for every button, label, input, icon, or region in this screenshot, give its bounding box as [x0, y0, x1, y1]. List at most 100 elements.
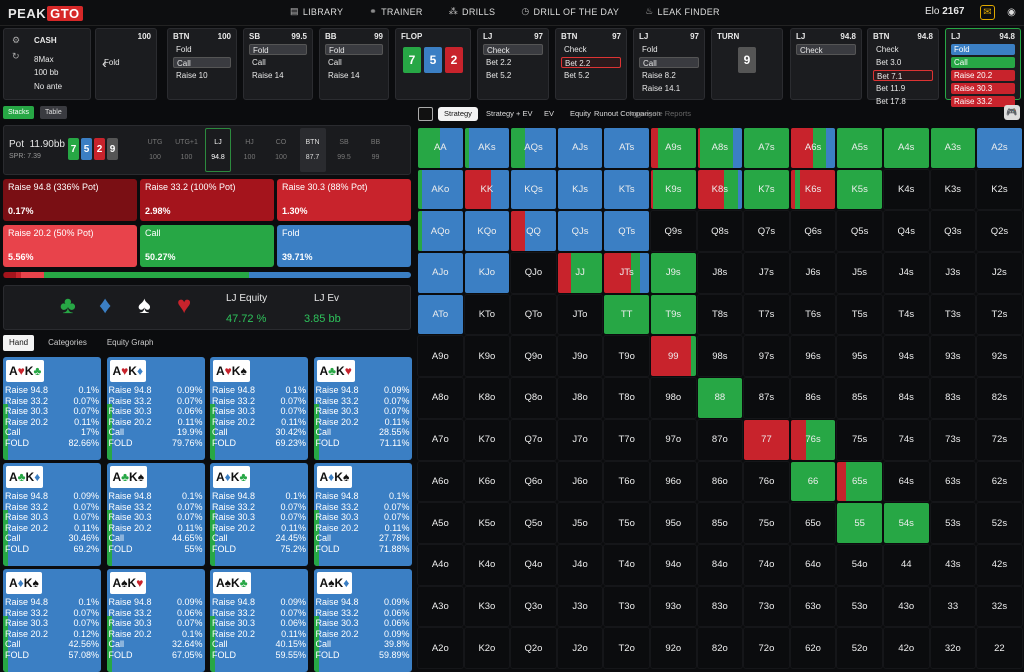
hand-cell[interactable]: A6o	[417, 460, 464, 503]
hand-cell[interactable]: 33	[929, 585, 977, 628]
hand-cell[interactable]: AQo	[417, 210, 464, 253]
street-card-3[interactable]: BB 99 Fold Call Raise 14	[319, 28, 389, 100]
hand-cell[interactable]: 97s	[743, 335, 790, 378]
hand-cell[interactable]: T7o	[603, 418, 650, 461]
action-option[interactable]: Bet 5.2	[486, 71, 512, 80]
hand-cell[interactable]: 94o	[649, 543, 697, 586]
hand-cell[interactable]: 72s	[976, 418, 1023, 461]
hand-cell[interactable]: Q3s	[929, 210, 977, 253]
hand-cell[interactable]: Q5o	[510, 502, 557, 544]
hand-cell[interactable]: T9s	[649, 293, 697, 336]
action-option[interactable]: Check	[564, 45, 587, 54]
street-card-1[interactable]: BTN 100 Fold Call Raise 10	[167, 28, 237, 100]
hand-cell[interactable]: AQs	[510, 127, 557, 169]
hand-cell[interactable]: QQ	[510, 210, 557, 253]
hand-cell[interactable]: J4s	[882, 252, 930, 294]
hand-cell[interactable]: QTo	[510, 293, 557, 336]
hand-cell[interactable]: J8o	[556, 377, 604, 419]
tab-equity[interactable]: Equity	[570, 109, 591, 118]
club-filter-icon[interactable]: ♣	[60, 292, 76, 319]
hand-cell[interactable]: KJo	[463, 252, 511, 294]
hand-cell[interactable]: 83s	[929, 377, 977, 419]
nav-library[interactable]: ▤ LIBRARY	[290, 6, 344, 17]
hand-cell[interactable]: 82s	[976, 377, 1023, 419]
action-option[interactable]: Raise 33.2	[951, 96, 1015, 107]
action-option[interactable]: Call	[328, 58, 342, 67]
hand-cell[interactable]: JTs	[603, 252, 650, 294]
action-option[interactable]: Bet 2.2	[561, 57, 621, 68]
hand-cell[interactable]: K3s	[929, 168, 977, 211]
action-option[interactable]: Bet 7.1	[873, 70, 933, 81]
hand-cell[interactable]: A9o	[417, 335, 464, 378]
seat-lj[interactable]: LJ 94.8	[205, 128, 231, 172]
action-option[interactable]: Fold	[249, 44, 307, 55]
hand-cell[interactable]: Q2s	[976, 210, 1023, 253]
action-option[interactable]: Raise 10	[176, 71, 208, 80]
action-option[interactable]: Raise 30.3	[951, 83, 1015, 94]
hand-cell[interactable]: 98o	[649, 377, 697, 419]
hand-cell[interactable]: 43s	[929, 543, 977, 586]
spade-filter-icon[interactable]: ♠	[138, 292, 151, 319]
hand-cell[interactable]: 85o	[696, 502, 744, 544]
action-summary-4[interactable]: Call 50.27%	[140, 225, 274, 267]
hand-cell[interactable]: 88	[696, 377, 744, 419]
hand-cell[interactable]: A2s	[976, 127, 1023, 169]
hand-cell[interactable]: 75s	[836, 418, 883, 461]
hand-cell[interactable]: 55	[836, 502, 883, 544]
hand-cell[interactable]: J5s	[836, 252, 883, 294]
hand-cell[interactable]: KTo	[463, 293, 511, 336]
hand-cell[interactable]: T4o	[603, 543, 650, 586]
hand-cell[interactable]: J4o	[556, 543, 604, 586]
action-option[interactable]: Check	[796, 44, 856, 55]
seat-btn[interactable]: BTN 87.7	[299, 128, 326, 172]
hand-cell[interactable]: 66	[789, 460, 837, 503]
hand-cell[interactable]: K8s	[696, 168, 744, 211]
hand-cell[interactable]: A3s	[929, 127, 977, 169]
hand-cell[interactable]: 74o	[743, 543, 790, 586]
hand-cell[interactable]: Q5s	[836, 210, 883, 253]
hand-cell[interactable]: K6s	[789, 168, 837, 211]
hand-cell[interactable]: 87s	[743, 377, 790, 419]
hand-cell[interactable]: 64o	[789, 543, 837, 586]
street-card-9[interactable]: LJ 94.8 Check	[790, 28, 862, 100]
nav-drills[interactable]: ⁂ DRILLS	[448, 6, 496, 17]
action-option[interactable]: Fold	[642, 45, 658, 54]
hand-cell[interactable]: Q8o	[510, 377, 557, 419]
hand-cell[interactable]: K7o	[463, 418, 511, 461]
tab-runout-comparison[interactable]: Runout Comparison	[594, 109, 661, 118]
tab-equity-graph[interactable]: Equity Graph	[106, 338, 154, 347]
hand-cell[interactable]: K6o	[463, 460, 511, 503]
chevron-left-icon[interactable]: ‹	[102, 55, 107, 71]
hand-cell[interactable]: AKs	[463, 127, 511, 169]
settings-icon[interactable]: ⚙	[12, 35, 21, 45]
hand-cell[interactable]: 44	[882, 543, 930, 586]
hand-cell[interactable]: J2o	[556, 627, 604, 669]
hand-cell[interactable]: 76s	[789, 418, 837, 461]
hand-cell[interactable]: J7s	[743, 252, 790, 294]
chat-icon[interactable]: ✉	[980, 5, 995, 20]
hand-cell[interactable]: 64s	[882, 460, 930, 503]
action-option[interactable]: Fold	[325, 44, 383, 55]
hand-cell[interactable]: J3s	[929, 252, 977, 294]
hand-combo-card[interactable]: A ♠ K ♥ Raise 94.8 0.09% Raise 33.2 0.06% Raise …	[106, 569, 205, 672]
hand-cell[interactable]: A4o	[417, 543, 464, 586]
hand-cell[interactable]: 42o	[882, 627, 930, 669]
hand-cell[interactable]: 73s	[929, 418, 977, 461]
hand-cell[interactable]: A8o	[417, 377, 464, 419]
tab-categories[interactable]: Categories	[48, 338, 87, 347]
gamepad-icon[interactable]: 🎮	[1004, 105, 1020, 120]
hand-combo-card[interactable]: A ♣ K ♦ Raise 94.8 0.09% Raise 33.2 0.07% Raise …	[3, 463, 101, 566]
hand-combo-card[interactable]: A ♣ K ♥ Raise 94.8 0.09% Raise 33.2 0.07% Raise …	[313, 357, 412, 460]
street-card-0[interactable]: 100 ‹ Fold	[95, 28, 157, 100]
hand-cell[interactable]: AKo	[417, 168, 464, 211]
action-option[interactable]: Raise 14	[252, 71, 284, 80]
hand-cell[interactable]: 62o	[789, 627, 837, 669]
hand-cell[interactable]: 75o	[743, 502, 790, 544]
action-option[interactable]: Raise 8.2	[642, 71, 676, 80]
action-summary-3[interactable]: Raise 20.2 (50% Pot) 5.56%	[3, 225, 137, 267]
tab-strategy[interactable]: Strategy	[438, 107, 478, 121]
hand-cell[interactable]: 92s	[976, 335, 1023, 378]
hand-cell[interactable]: ATo	[417, 293, 464, 336]
hand-cell[interactable]: J9s	[649, 252, 697, 294]
hand-cell[interactable]: K5o	[463, 502, 511, 544]
